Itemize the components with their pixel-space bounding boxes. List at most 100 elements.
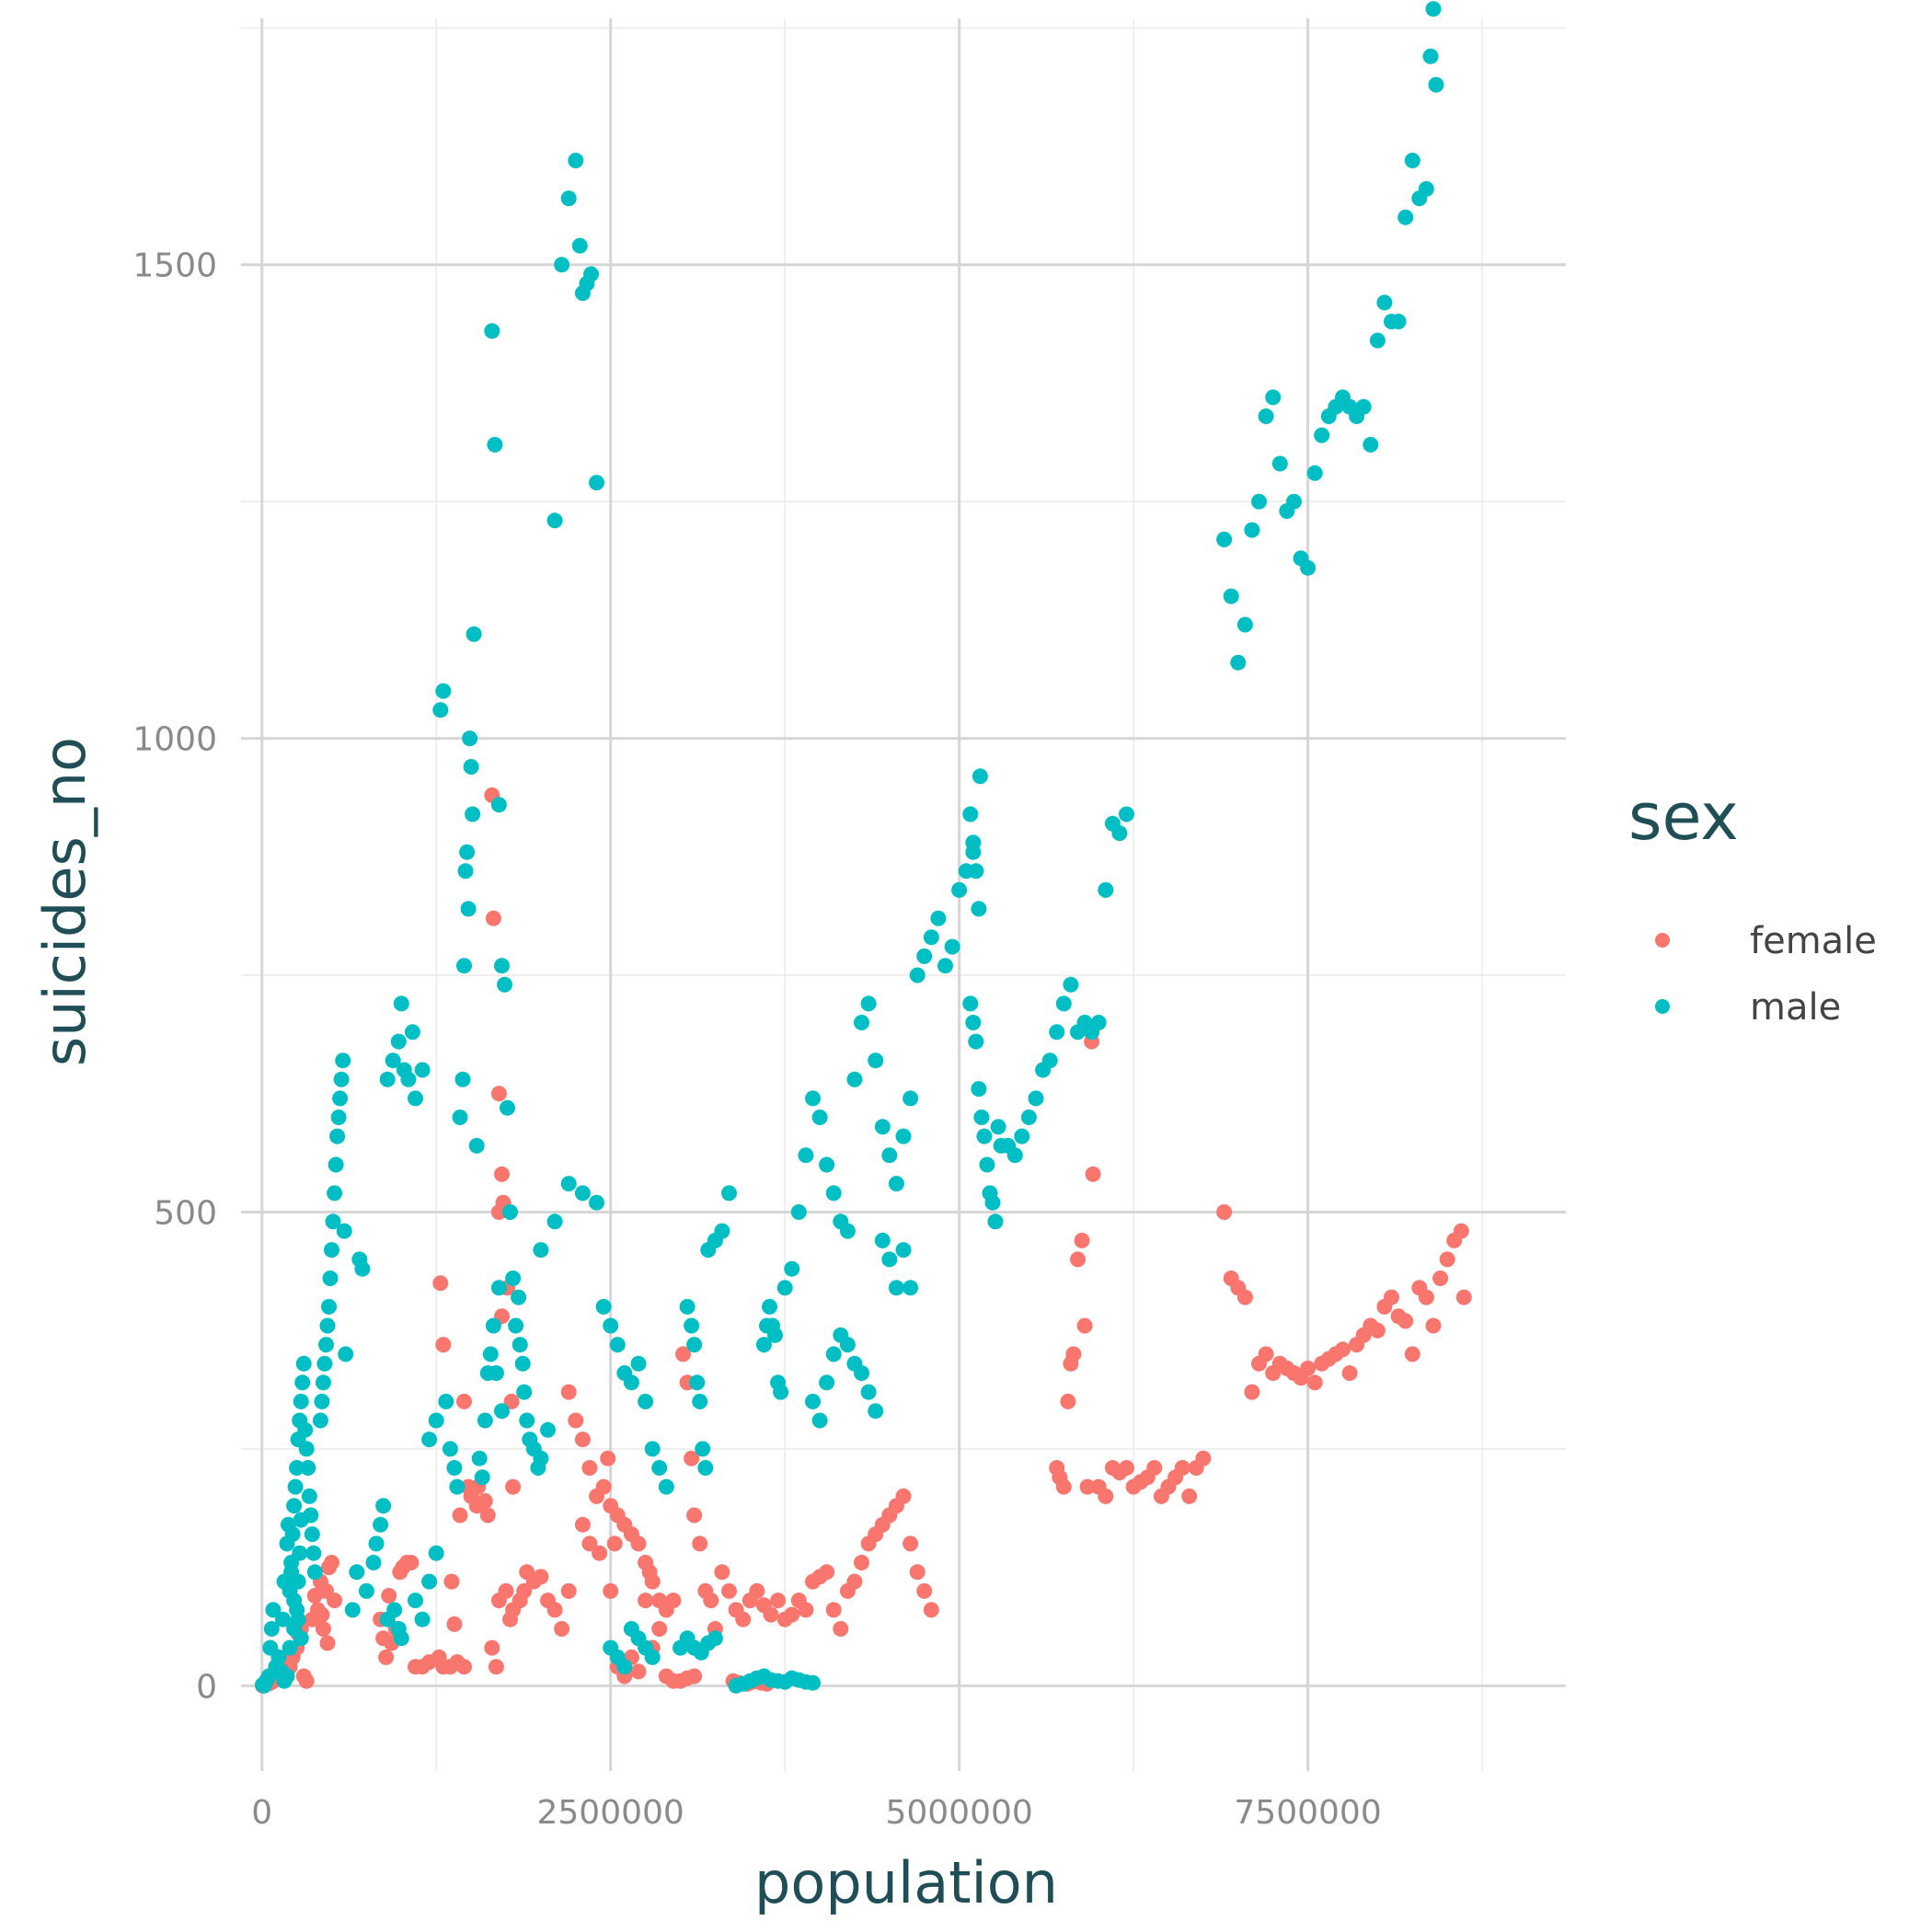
- data-point-female: [516, 1582, 533, 1599]
- data-point-male: [292, 1545, 308, 1561]
- data-point-male: [494, 958, 510, 974]
- data-point-male: [428, 1545, 444, 1561]
- data-point-male: [638, 1393, 654, 1409]
- data-point-male: [294, 1374, 311, 1391]
- data-point-male: [1265, 389, 1282, 406]
- data-point-male: [972, 768, 988, 785]
- data-point-female: [606, 1535, 623, 1552]
- data-point-male: [265, 1602, 282, 1618]
- data-point-female: [798, 1602, 814, 1618]
- data-point-male: [519, 1412, 535, 1429]
- data-point-female: [895, 1488, 912, 1504]
- data-point-male: [819, 1374, 835, 1391]
- data-point-male: [508, 1317, 524, 1334]
- data-point-female: [1085, 1166, 1101, 1182]
- data-point-male: [546, 1213, 563, 1230]
- data-point-male: [623, 1374, 639, 1391]
- data-point-female: [1065, 1346, 1082, 1363]
- data-point-female: [1300, 1360, 1317, 1376]
- data-point-male: [1428, 76, 1444, 93]
- legend: sex female male: [1628, 779, 1877, 1029]
- data-point-male: [811, 1110, 828, 1125]
- data-point-male: [435, 683, 452, 699]
- data-point-male: [979, 1156, 995, 1173]
- data-point-male: [762, 1298, 777, 1315]
- data-point-male: [462, 730, 478, 747]
- data-point-female: [432, 1275, 449, 1292]
- data-point-male: [318, 1337, 334, 1353]
- data-point-male: [968, 863, 984, 880]
- data-point-female: [327, 1593, 343, 1609]
- data-point-male: [442, 1441, 458, 1457]
- data-point-male: [595, 1298, 612, 1315]
- data-point-female: [1244, 1384, 1260, 1400]
- data-point-male: [414, 1611, 431, 1627]
- data-point-female: [1335, 1341, 1351, 1358]
- data-point-male: [465, 806, 481, 822]
- data-point-female: [1070, 1251, 1086, 1268]
- data-point-male: [333, 1071, 350, 1087]
- data-point-male: [540, 1421, 556, 1438]
- data-point-male: [275, 1611, 291, 1627]
- data-point-female: [298, 1673, 315, 1689]
- data-point-male: [1111, 825, 1128, 842]
- data-point-male: [312, 1412, 328, 1429]
- data-point-male: [805, 1090, 821, 1107]
- data-point-female: [446, 1616, 463, 1632]
- data-point-male: [644, 1649, 661, 1665]
- data-point-male: [490, 797, 507, 813]
- data-point-male: [330, 1110, 347, 1125]
- data-point-female: [452, 1507, 468, 1524]
- data-point-female: [592, 1545, 608, 1561]
- data-point-male: [860, 1384, 877, 1400]
- data-point-male: [560, 1176, 577, 1192]
- data-point-male: [373, 1516, 389, 1533]
- data-point-male: [488, 1365, 504, 1381]
- legend-male-label: male: [1750, 986, 1841, 1029]
- data-point-male: [354, 1260, 371, 1277]
- data-point-male: [697, 1460, 714, 1476]
- data-point-female: [923, 1602, 939, 1618]
- data-point-female: [638, 1593, 654, 1609]
- data-point-male: [300, 1460, 316, 1476]
- data-point-male: [1314, 427, 1330, 443]
- legend-female-label: female: [1750, 920, 1877, 962]
- y-tick-labels: 0 500 1000 1500: [132, 247, 217, 1707]
- data-point-male: [279, 1535, 295, 1552]
- data-point-male: [421, 1573, 438, 1590]
- data-point-male: [385, 1052, 401, 1069]
- data-point-male: [497, 976, 512, 993]
- data-point-male: [714, 1223, 730, 1239]
- data-point-male: [428, 1412, 444, 1429]
- data-points: [255, 1, 1472, 1694]
- data-point-female: [443, 1573, 460, 1590]
- x-tick-label: 7500000: [1234, 1794, 1381, 1832]
- data-point-male: [1049, 1024, 1065, 1041]
- data-point-male: [301, 1488, 317, 1504]
- data-point-male: [798, 1147, 814, 1164]
- y-tick-label: 0: [196, 1668, 217, 1706]
- data-point-male: [487, 436, 503, 453]
- data-point-male: [819, 1156, 835, 1173]
- data-point-female: [770, 1593, 787, 1609]
- data-point-male: [290, 1573, 306, 1590]
- data-point-male: [282, 1639, 298, 1656]
- data-point-male: [930, 910, 947, 926]
- data-point-female: [503, 1393, 520, 1409]
- data-point-male: [846, 1071, 863, 1087]
- x-tick-label: 5000000: [885, 1794, 1032, 1832]
- data-point-female: [456, 1659, 472, 1675]
- data-point-male: [1404, 153, 1420, 168]
- data-point-male: [881, 1147, 898, 1164]
- data-point-male: [554, 257, 570, 273]
- data-point-male: [839, 1337, 856, 1353]
- data-point-female: [686, 1668, 703, 1685]
- data-point-male: [1300, 559, 1317, 576]
- data-point-male: [937, 958, 953, 974]
- data-point-male: [1376, 294, 1393, 311]
- data-point-male: [971, 901, 987, 917]
- data-point-male: [839, 1223, 856, 1239]
- data-point-male: [583, 266, 599, 282]
- data-point-female: [484, 1639, 500, 1656]
